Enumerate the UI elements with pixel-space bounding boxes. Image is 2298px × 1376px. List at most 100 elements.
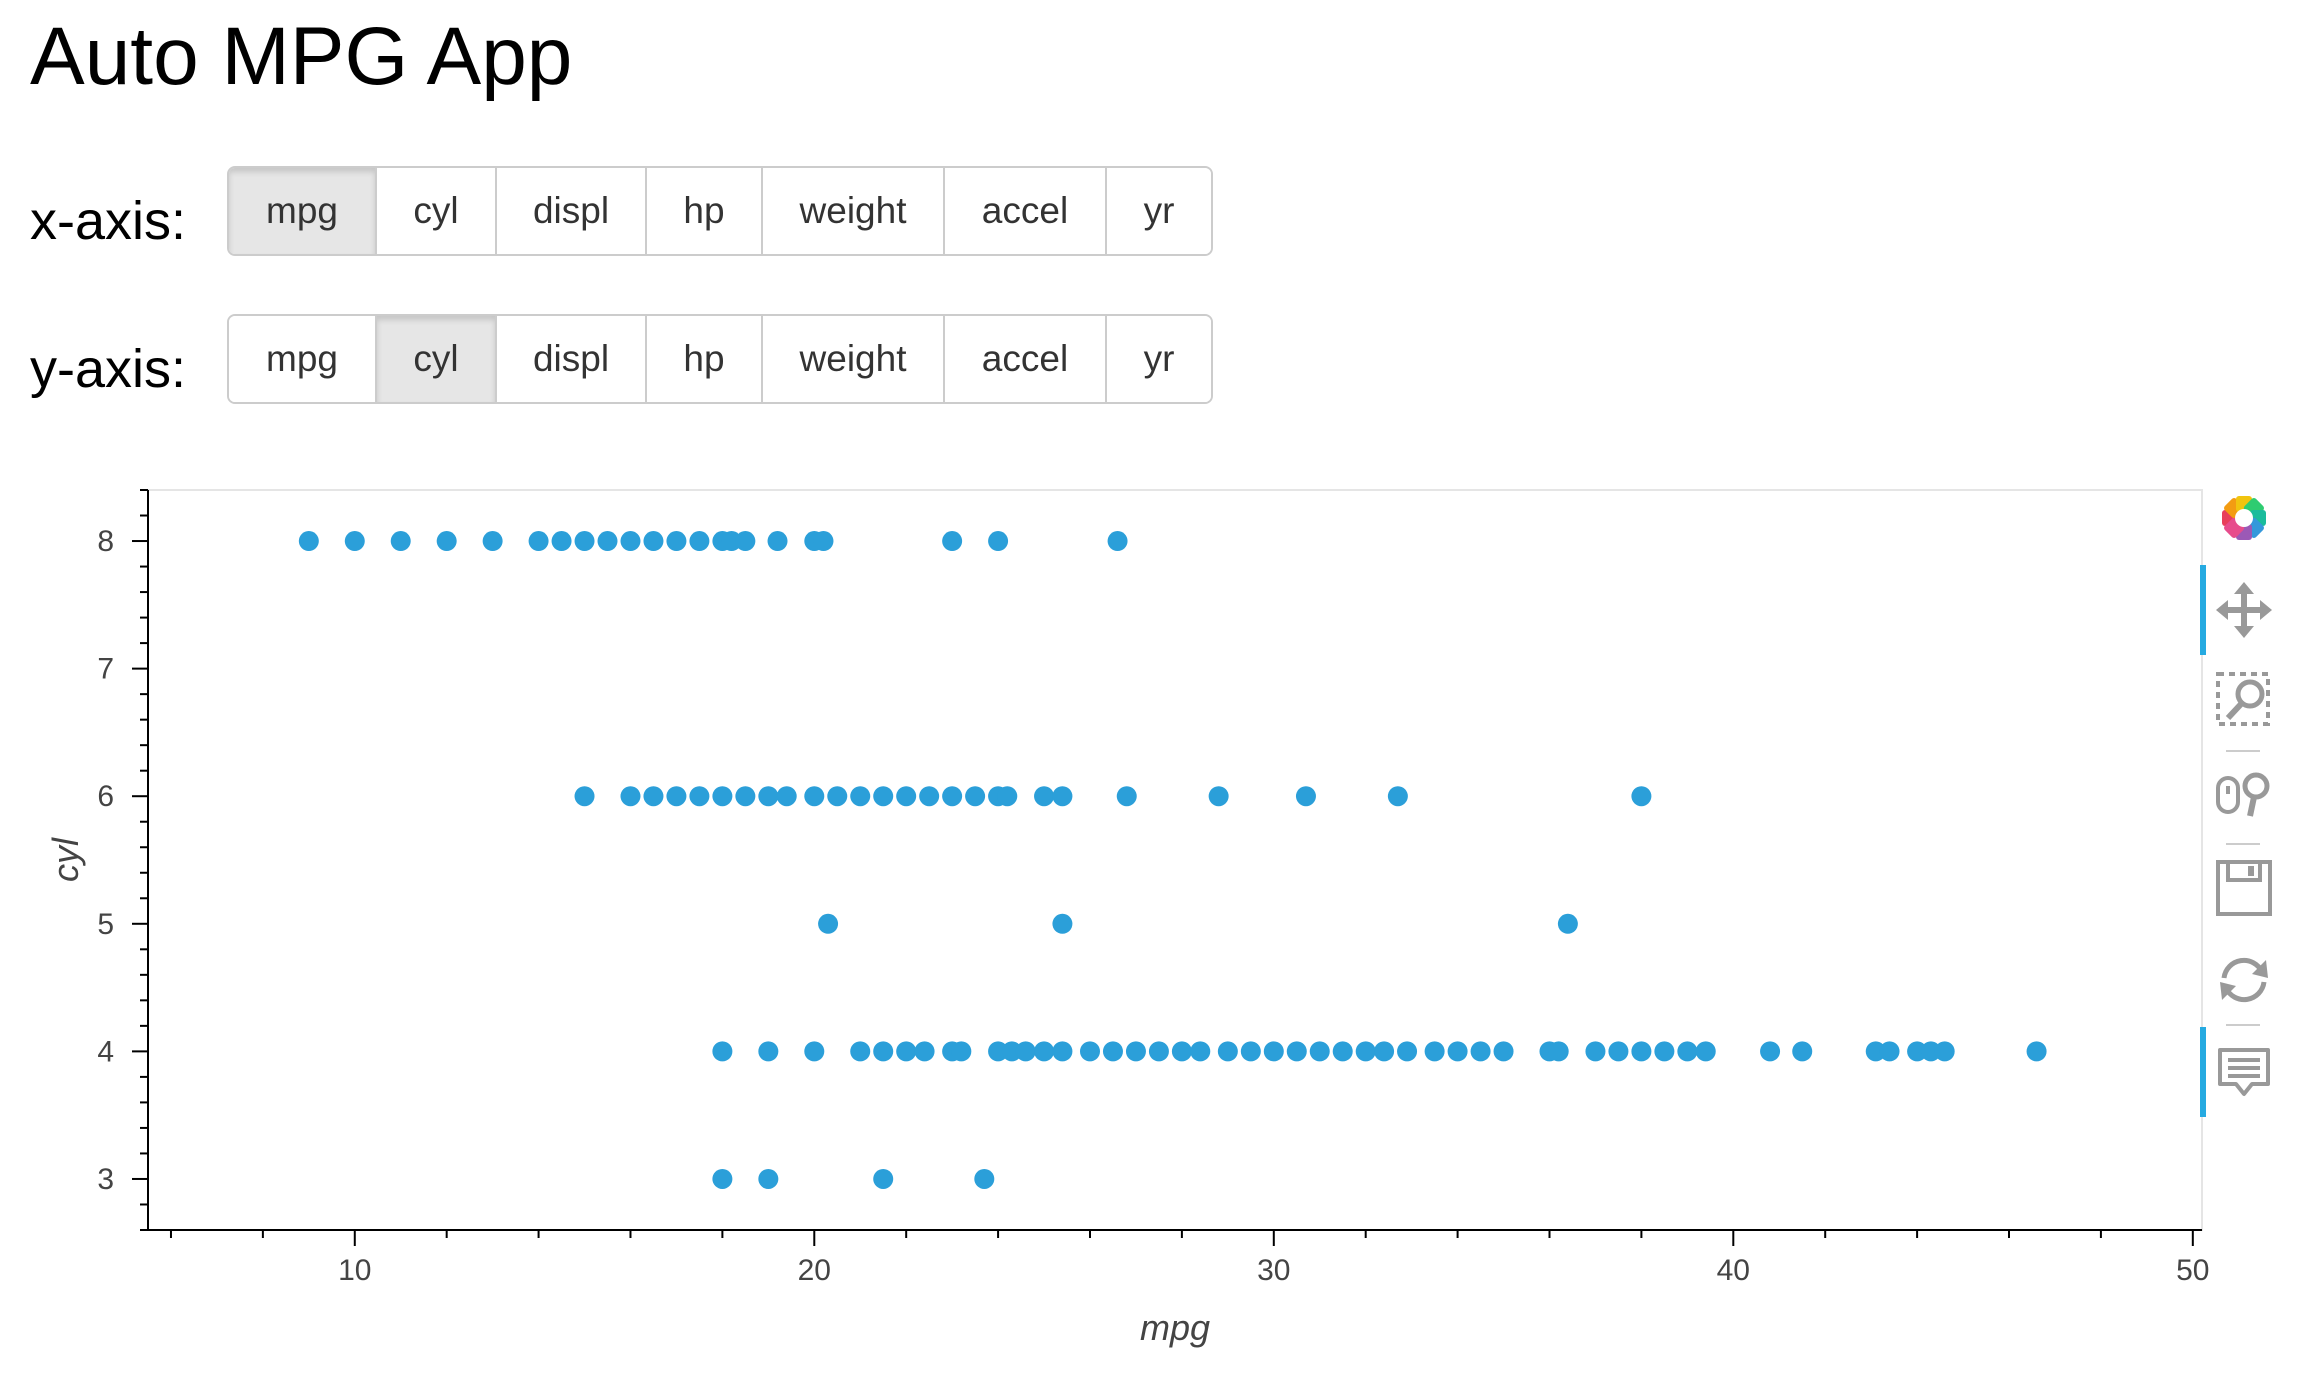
data-point[interactable]: [528, 531, 549, 552]
data-point[interactable]: [1792, 1041, 1813, 1062]
data-point[interactable]: [1171, 1041, 1192, 1062]
data-point[interactable]: [390, 531, 411, 552]
x-axis-option-weight[interactable]: weight: [763, 168, 945, 254]
data-point[interactable]: [919, 786, 940, 807]
x-axis-option-hp[interactable]: hp: [647, 168, 763, 254]
data-point[interactable]: [1332, 1041, 1353, 1062]
data-point[interactable]: [758, 1041, 779, 1062]
x-axis-option-yr[interactable]: yr: [1107, 168, 1211, 254]
data-point[interactable]: [1240, 1041, 1261, 1062]
data-point[interactable]: [1493, 1041, 1514, 1062]
data-point[interactable]: [1052, 786, 1073, 807]
data-point[interactable]: [1052, 1041, 1073, 1062]
data-point[interactable]: [942, 531, 963, 552]
data-point[interactable]: [896, 786, 917, 807]
data-point[interactable]: [620, 786, 641, 807]
y-axis-option-yr[interactable]: yr: [1107, 316, 1211, 402]
data-point[interactable]: [643, 531, 664, 552]
data-point[interactable]: [574, 786, 595, 807]
data-point[interactable]: [1920, 1041, 1941, 1062]
data-point[interactable]: [1374, 1041, 1395, 1062]
save-icon[interactable]: [2212, 856, 2276, 920]
data-point[interactable]: [1447, 1041, 1468, 1062]
x-axis-option-mpg[interactable]: mpg: [229, 168, 377, 254]
data-point[interactable]: [643, 786, 664, 807]
data-point[interactable]: [988, 531, 1009, 552]
data-point[interactable]: [1208, 786, 1229, 807]
data-point[interactable]: [1654, 1041, 1675, 1062]
data-point[interactable]: [997, 786, 1018, 807]
data-point[interactable]: [1286, 1041, 1307, 1062]
data-point[interactable]: [1217, 1041, 1238, 1062]
data-point[interactable]: [436, 531, 457, 552]
x-axis-option-displ[interactable]: displ: [497, 168, 647, 254]
data-point[interactable]: [873, 786, 894, 807]
data-point[interactable]: [1125, 1041, 1146, 1062]
data-point[interactable]: [873, 1168, 894, 1189]
data-point[interactable]: [1052, 913, 1073, 934]
data-point[interactable]: [1865, 1041, 1886, 1062]
data-point[interactable]: [850, 1041, 871, 1062]
data-point[interactable]: [776, 786, 797, 807]
data-point[interactable]: [1424, 1041, 1445, 1062]
data-point[interactable]: [620, 531, 641, 552]
data-point[interactable]: [1190, 1041, 1211, 1062]
data-point[interactable]: [1116, 786, 1137, 807]
data-point[interactable]: [551, 531, 572, 552]
data-point[interactable]: [1557, 913, 1578, 934]
data-point[interactable]: [482, 531, 503, 552]
data-point[interactable]: [344, 531, 365, 552]
pan-icon[interactable]: [2212, 578, 2276, 642]
data-point[interactable]: [1295, 786, 1316, 807]
data-point[interactable]: [758, 1168, 779, 1189]
y-axis-option-hp[interactable]: hp: [647, 316, 763, 402]
data-point[interactable]: [2026, 1041, 2047, 1062]
data-point[interactable]: [1879, 1041, 1900, 1062]
y-axis-option-mpg[interactable]: mpg: [229, 316, 377, 402]
data-point[interactable]: [1631, 786, 1652, 807]
data-point[interactable]: [988, 1041, 1009, 1062]
data-point[interactable]: [951, 1041, 972, 1062]
data-point[interactable]: [1608, 1041, 1629, 1062]
data-point[interactable]: [914, 1041, 935, 1062]
data-point[interactable]: [813, 531, 834, 552]
data-point[interactable]: [735, 531, 756, 552]
data-point[interactable]: [1548, 1041, 1569, 1062]
data-point[interactable]: [1034, 786, 1055, 807]
reset-icon[interactable]: [2212, 948, 2276, 1012]
data-point[interactable]: [1107, 531, 1128, 552]
data-point[interactable]: [965, 786, 986, 807]
data-point[interactable]: [1148, 1041, 1169, 1062]
data-point[interactable]: [1355, 1041, 1376, 1062]
data-point[interactable]: [666, 786, 687, 807]
y-axis-option-displ[interactable]: displ: [497, 316, 647, 402]
data-point[interactable]: [1695, 1041, 1716, 1062]
y-axis-option-weight[interactable]: weight: [763, 316, 945, 402]
data-point[interactable]: [1470, 1041, 1491, 1062]
data-point[interactable]: [1760, 1041, 1781, 1062]
data-point[interactable]: [721, 531, 742, 552]
data-point[interactable]: [942, 786, 963, 807]
data-point[interactable]: [712, 1168, 733, 1189]
hover-icon[interactable]: [2212, 1040, 2276, 1104]
data-point[interactable]: [1397, 1041, 1418, 1062]
box-zoom-icon[interactable]: [2212, 668, 2276, 732]
data-point[interactable]: [767, 531, 788, 552]
data-point[interactable]: [1934, 1041, 1955, 1062]
data-point[interactable]: [689, 531, 710, 552]
data-point[interactable]: [1034, 1041, 1055, 1062]
data-point[interactable]: [1631, 1041, 1652, 1062]
data-point[interactable]: [804, 1041, 825, 1062]
y-axis-option-cyl[interactable]: cyl: [377, 316, 497, 402]
data-point[interactable]: [1585, 1041, 1606, 1062]
data-point[interactable]: [1677, 1041, 1698, 1062]
bokeh-logo-icon[interactable]: [2212, 486, 2276, 550]
wheel-zoom-icon[interactable]: [2212, 762, 2276, 826]
data-point[interactable]: [873, 1041, 894, 1062]
data-point[interactable]: [666, 531, 687, 552]
data-point[interactable]: [712, 786, 733, 807]
x-axis-option-accel[interactable]: accel: [945, 168, 1107, 254]
data-point[interactable]: [1387, 786, 1408, 807]
data-point[interactable]: [974, 1168, 995, 1189]
